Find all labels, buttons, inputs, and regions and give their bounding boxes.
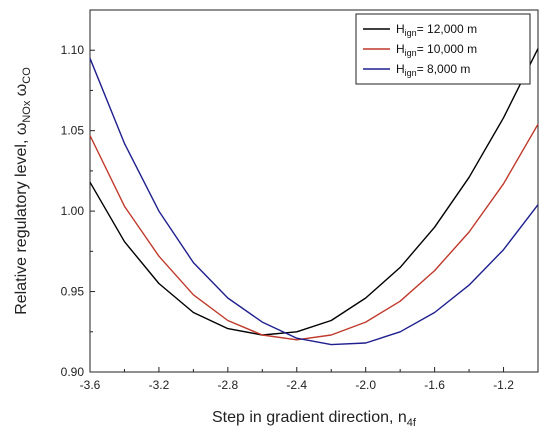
legend-items: Hign= 12,000 m Hign= 10,000 m Hign= 8,000 … — [363, 22, 477, 78]
y-tick-label: 1.00 — [61, 204, 85, 218]
x-axis-label: Step in gradient direction, n4f — [212, 409, 417, 429]
y-axis-label: Relative regulatory level, ωNOx ωCO — [13, 67, 33, 315]
legend-label-2: Hign= 10,000 m — [396, 42, 477, 58]
y-tick-label: 1.10 — [61, 43, 85, 57]
x-tick-label: -1.6 — [424, 378, 445, 392]
series-line-2 — [89, 123, 539, 341]
y-tick-label: 1.05 — [61, 124, 85, 138]
x-tick-label: -2.4 — [286, 378, 307, 392]
legend-label-3: Hign= 8,000 m — [396, 62, 470, 78]
x-tick-label: -2.8 — [218, 378, 239, 392]
x-tick-label: -3.6 — [80, 378, 101, 392]
legend-label-1: Hign= 12,000 m — [396, 22, 477, 38]
series-line-1 — [89, 48, 539, 336]
series-line-3 — [89, 58, 539, 346]
x-tick-label: -1.2 — [493, 378, 514, 392]
axis-ticks: -3.6 -3.2 -2.8 -2.4 -2.0 -1.6 -1.2 0.90 0.95 1.00… — [61, 43, 515, 392]
series-lines — [89, 48, 539, 346]
y-tick-label: 0.90 — [61, 365, 85, 379]
legend: Hign= 12,000 m Hign= 10,000 m Hign= 8,000 … — [355, 13, 531, 85]
x-tick-label: -2.0 — [355, 378, 376, 392]
x-tick-label: -3.2 — [149, 378, 170, 392]
y-tick-label: 0.95 — [61, 285, 85, 299]
